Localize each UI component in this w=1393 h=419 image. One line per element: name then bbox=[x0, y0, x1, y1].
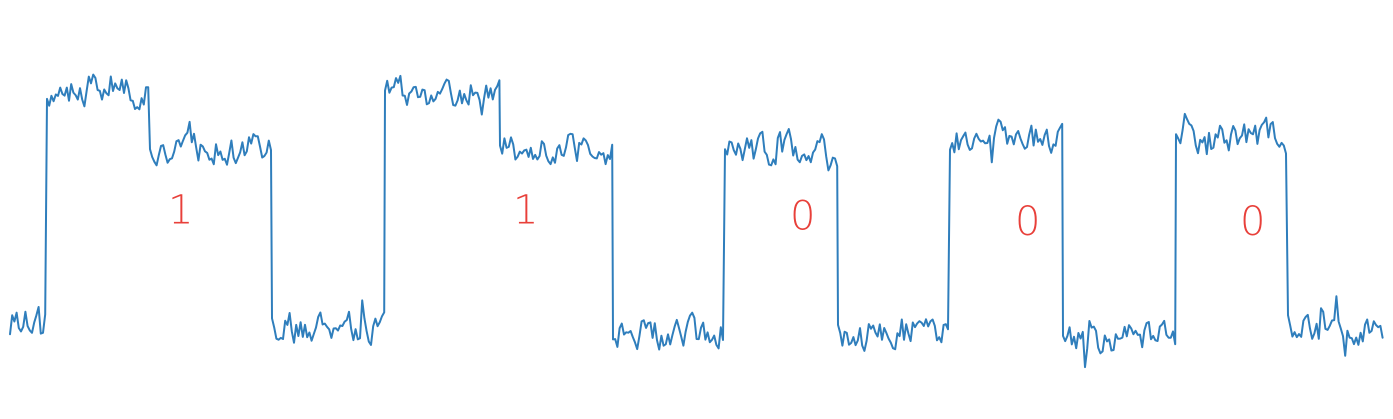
bit-label-3: 0 bbox=[790, 193, 815, 239]
bit-annotations: 1 1 0 0 0 bbox=[168, 188, 1265, 246]
bit-label-4: 0 bbox=[1015, 199, 1040, 245]
signal-series-line bbox=[9, 73, 1384, 369]
bit-label-5: 0 bbox=[1240, 199, 1265, 245]
bit-label-2: 1 bbox=[513, 188, 538, 234]
bit-label-1: 1 bbox=[168, 188, 193, 234]
